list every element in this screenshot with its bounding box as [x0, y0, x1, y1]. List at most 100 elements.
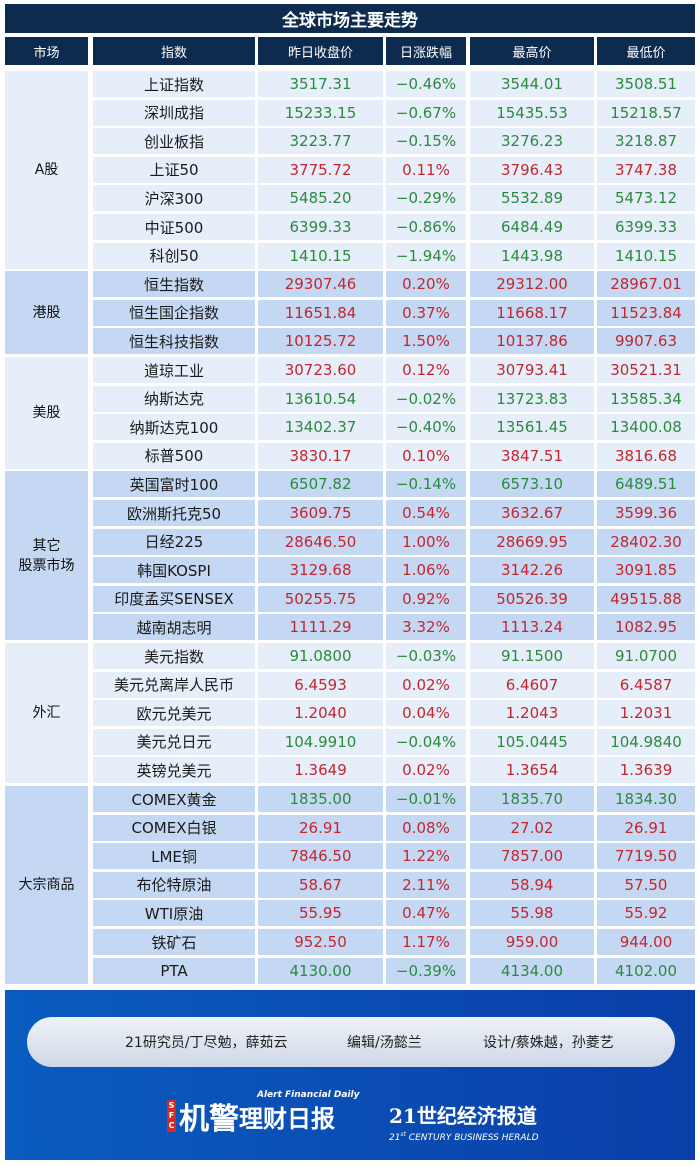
daily-change: 1.06%	[386, 557, 466, 584]
index-name: COMEX黄金	[93, 786, 255, 812]
daily-change: 0.02%	[386, 671, 466, 698]
daily-change: −0.40%	[386, 414, 466, 441]
close-price: 55.95	[258, 900, 383, 927]
daily-change: −0.02%	[386, 385, 466, 412]
column-header: 市场	[5, 37, 88, 65]
index-name: 沪深300	[93, 185, 255, 212]
close-price: 58.67	[258, 871, 383, 898]
credit-researchers: 21研究员/丁尽勉，薛茹云	[125, 1035, 288, 1051]
daily-change: 0.11%	[386, 156, 466, 183]
index-name: 道琼工业	[93, 357, 255, 383]
high-price: 58.94	[470, 871, 594, 898]
close-price: 91.0800	[258, 643, 383, 669]
index-name: 纳斯达克100	[93, 414, 255, 441]
high-price: 1.3654	[470, 757, 594, 784]
low-price: 1410.15	[597, 242, 695, 269]
column-header: 最低价	[597, 37, 695, 65]
high-price: 15435.53	[470, 99, 594, 126]
daily-change: 0.04%	[386, 700, 466, 727]
high-price: 7857.00	[470, 843, 594, 870]
close-price: 15233.15	[258, 99, 383, 126]
low-price: 3218.87	[597, 128, 695, 155]
close-price: 29307.46	[258, 271, 383, 298]
daily-change: 1.50%	[386, 328, 466, 355]
high-price: 1113.24	[470, 614, 594, 641]
low-price: 1082.95	[597, 614, 695, 641]
sfc-badge: SFC	[167, 1100, 176, 1132]
high-price: 30793.41	[470, 357, 594, 383]
high-price: 4134.00	[470, 957, 594, 984]
low-price: 15218.57	[597, 99, 695, 126]
low-price: 4102.00	[597, 957, 695, 984]
index-name: COMEX白银	[93, 814, 255, 841]
index-name: 恒生国企指数	[93, 299, 255, 326]
low-price: 6489.51	[597, 471, 695, 498]
low-price: 30521.31	[597, 357, 695, 383]
low-price: 3508.51	[597, 71, 695, 97]
high-price: 3276.23	[470, 128, 594, 155]
footer-banner: 21研究员/丁尽勉，薛茹云 编辑/汤懿兰 设计/蔡姝越，孙菱艺 SFC 机警 理财…	[5, 990, 695, 1160]
high-price: 3796.43	[470, 156, 594, 183]
daily-change: −0.46%	[386, 71, 466, 97]
high-price: 959.00	[470, 929, 594, 955]
index-name: 科创50	[93, 242, 255, 269]
low-price: 1.2031	[597, 700, 695, 727]
close-price: 3775.72	[258, 156, 383, 183]
low-price: 91.0700	[597, 643, 695, 669]
low-price: 49515.88	[597, 585, 695, 612]
close-price: 30723.60	[258, 357, 383, 383]
high-price: 13723.83	[470, 385, 594, 412]
high-price: 3544.01	[470, 71, 594, 97]
close-price: 6399.33	[258, 214, 383, 240]
low-price: 28402.30	[597, 528, 695, 555]
index-name: 上证50	[93, 156, 255, 183]
daily-change: 1.22%	[386, 843, 466, 870]
low-price: 9907.63	[597, 328, 695, 355]
index-name: 日经225	[93, 528, 255, 555]
close-price: 13610.54	[258, 385, 383, 412]
high-price: 10137.86	[470, 328, 594, 355]
alert-financial-daily-logo: SFC 机警 理财日报 Alert Financial Daily	[167, 1090, 360, 1137]
close-price: 6507.82	[258, 471, 383, 498]
column-header: 昨日收盘价	[258, 37, 383, 65]
daily-change: 0.08%	[386, 814, 466, 841]
daily-change: 0.10%	[386, 442, 466, 469]
high-price: 27.02	[470, 814, 594, 841]
daily-change: 0.92%	[386, 585, 466, 612]
index-name: 布伦特原油	[93, 871, 255, 898]
market-label: 美股	[5, 357, 88, 469]
market-label: 大宗商品	[5, 786, 88, 984]
market-label: 港股	[5, 271, 88, 355]
low-price: 28967.01	[597, 271, 695, 298]
daily-change: −1.94%	[386, 242, 466, 269]
close-price: 4130.00	[258, 957, 383, 984]
close-price: 3517.31	[258, 71, 383, 97]
index-name: 美元兑离岸人民币	[93, 671, 255, 698]
daily-change: 0.54%	[386, 500, 466, 526]
high-price: 91.1500	[470, 643, 594, 669]
high-price: 11668.17	[470, 299, 594, 326]
low-price: 3599.36	[597, 500, 695, 526]
index-name: 铁矿石	[93, 929, 255, 955]
daily-change: 3.32%	[386, 614, 466, 641]
daily-change: −0.04%	[386, 728, 466, 755]
index-name: 恒生科技指数	[93, 328, 255, 355]
low-price: 5473.12	[597, 185, 695, 212]
low-price: 11523.84	[597, 299, 695, 326]
index-name: 越南胡志明	[93, 614, 255, 641]
high-price: 6484.49	[470, 214, 594, 240]
high-price: 1.2043	[470, 700, 594, 727]
daily-change: −0.67%	[386, 99, 466, 126]
close-price: 1111.29	[258, 614, 383, 641]
index-name: LME铜	[93, 843, 255, 870]
daily-change: −0.39%	[386, 957, 466, 984]
daily-change: −0.86%	[386, 214, 466, 240]
index-name: 英镑兑美元	[93, 757, 255, 784]
index-name: PTA	[93, 957, 255, 984]
close-price: 11651.84	[258, 299, 383, 326]
close-price: 1835.00	[258, 786, 383, 812]
index-name: 韩国KOSPI	[93, 557, 255, 584]
page-title: 全球市场主要走势	[5, 4, 695, 33]
index-name: 美元指数	[93, 643, 255, 669]
high-price: 29312.00	[470, 271, 594, 298]
